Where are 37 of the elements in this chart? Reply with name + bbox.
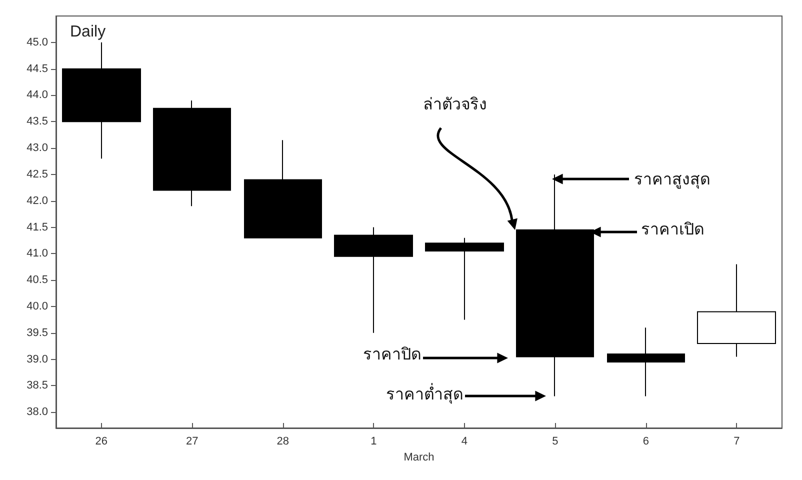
x-tick-label: 1 xyxy=(370,436,377,448)
y-tick-label: 42.5 xyxy=(26,168,48,180)
x-tick-label: 4 xyxy=(461,436,468,448)
y-tick-label: 44.0 xyxy=(26,89,48,102)
x-tick-label: 27 xyxy=(186,436,198,448)
y-tick-label: 42.0 xyxy=(26,194,48,207)
x-tick-label: 7 xyxy=(734,436,740,448)
y-tick-label: 38.5 xyxy=(26,380,48,392)
annotation: ราคาปิด xyxy=(363,344,421,364)
chart-title: Daily xyxy=(70,24,106,40)
candlestick xyxy=(153,100,231,207)
x-axis-title: March xyxy=(404,452,434,464)
x-tick-label: 5 xyxy=(552,436,558,448)
y-tick-label: 45.0 xyxy=(26,36,48,48)
x-tick-label: 26 xyxy=(95,436,108,448)
y-tick-label: 39.0 xyxy=(26,353,48,366)
y-tick-label: 41.5 xyxy=(26,221,48,234)
x-tick-label: 6 xyxy=(642,436,649,448)
y-tick-label: 43.5 xyxy=(26,116,48,128)
candlestick xyxy=(697,264,776,358)
y-tick-label: 39.5 xyxy=(26,326,48,339)
y-tick-label: 40.5 xyxy=(26,274,48,286)
candlestick xyxy=(425,237,504,320)
y-tick-label: 43.0 xyxy=(26,142,48,154)
candlestick xyxy=(62,42,141,160)
annotation: ล่าตัวจริง xyxy=(423,94,487,114)
y-tick-label: 40.0 xyxy=(26,300,48,313)
annotation: ราคาสูงสุด xyxy=(634,170,710,190)
annotation: ราคาต่ำสุด xyxy=(386,382,463,404)
candlestick xyxy=(334,226,413,334)
candlestick xyxy=(244,140,322,238)
y-tick-label: 44.5 xyxy=(26,62,48,75)
y-tick-label: 38.0 xyxy=(26,406,48,418)
candlestick xyxy=(607,327,685,397)
y-tick-label: 41.0 xyxy=(26,248,48,260)
x-tick-label: 28 xyxy=(276,436,289,448)
annotation: ราคาเปิด xyxy=(641,220,704,238)
